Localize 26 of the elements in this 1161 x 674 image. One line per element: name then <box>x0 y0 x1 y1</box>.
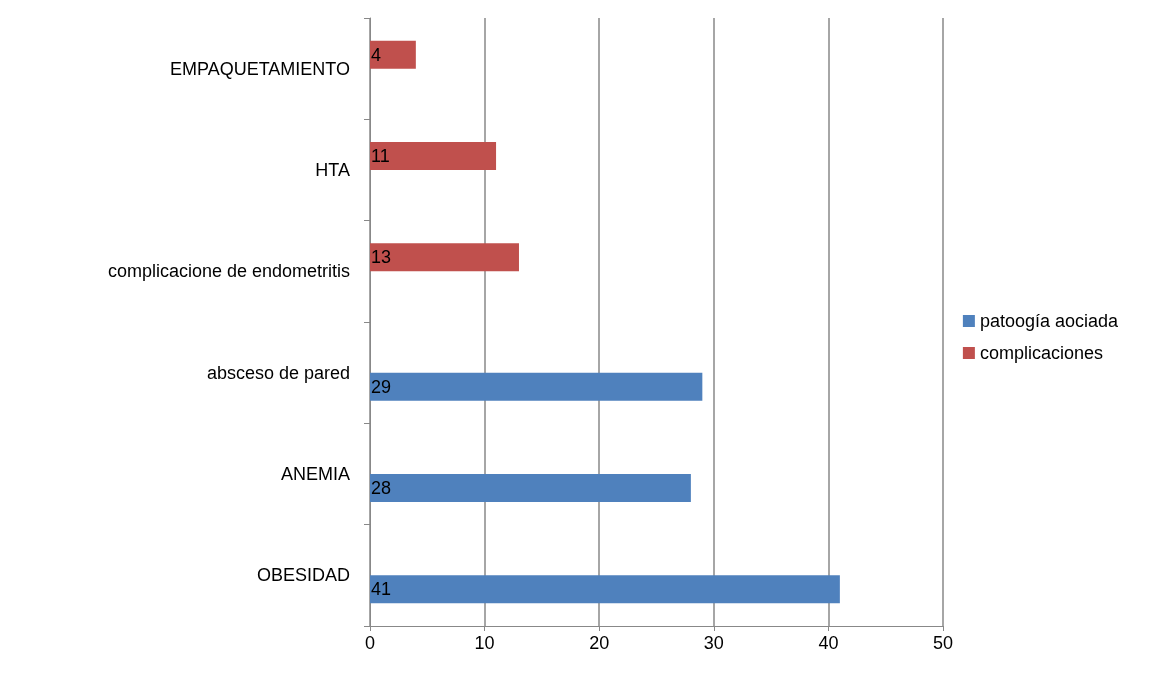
y-tick-label: complicacione de endometritis <box>107 261 350 282</box>
y-tick-label: absceso de pared <box>206 362 350 383</box>
bar <box>370 142 497 170</box>
bar <box>370 40 416 69</box>
bar <box>370 372 703 401</box>
legend-label: complicaciones <box>979 343 1103 363</box>
data-label: 13 <box>371 247 392 268</box>
y-tick-label: EMPAQUETAMIENTO <box>169 58 350 79</box>
y-tick-label: ANEMIA <box>280 464 350 484</box>
data-label: 11 <box>371 146 390 166</box>
x-tick-label: 0 <box>364 633 376 653</box>
bar <box>370 474 691 502</box>
data-label: 4 <box>371 44 382 65</box>
x-tick-label: 10 <box>474 633 495 653</box>
data-label: 41 <box>371 579 392 600</box>
legend-label: patoogía aociada <box>979 311 1119 331</box>
y-tick-label: OBESIDAD <box>256 565 350 586</box>
x-tick-label: 40 <box>818 633 839 653</box>
bar <box>370 575 840 604</box>
data-label: 29 <box>371 376 392 397</box>
x-tick-label: 50 <box>932 633 954 653</box>
data-label: 28 <box>371 478 392 498</box>
x-tick-label: 20 <box>589 633 610 653</box>
y-tick-label: HTA <box>315 160 350 180</box>
bar <box>370 243 519 272</box>
x-tick-label: 30 <box>703 633 724 653</box>
